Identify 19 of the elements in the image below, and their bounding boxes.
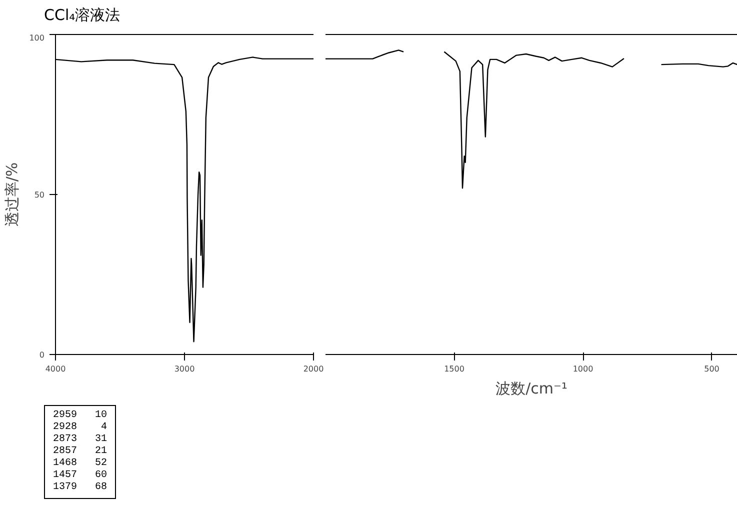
y-tick-label: 100 (29, 34, 45, 42)
x-tick-label: 1500 (444, 364, 464, 374)
x-axis-title: 波数/cm⁻¹ (496, 380, 568, 398)
text: 2959 10 (53, 410, 108, 422)
text: 1468 52 (53, 458, 108, 470)
text: 1379 68 (53, 482, 108, 494)
x-tick-label: 2000 (303, 364, 324, 374)
text: 2857 21 (53, 446, 108, 458)
y-axis-title: 透过率/% (3, 162, 22, 227)
text: 2873 31 (53, 434, 108, 446)
text: 1457 60 (53, 470, 108, 482)
x-tick-label: 3000 (174, 364, 195, 374)
x-tick-label: 500 (704, 364, 720, 374)
y-tick-label: 50 (34, 190, 45, 200)
chart-title: CCl₄溶液法 (44, 5, 120, 26)
y-tick-label: 0 (39, 350, 45, 360)
x-tick-label: 1000 (572, 364, 594, 374)
x-tick-label: 4000 (45, 364, 66, 374)
text: 2928 4 (53, 422, 108, 434)
